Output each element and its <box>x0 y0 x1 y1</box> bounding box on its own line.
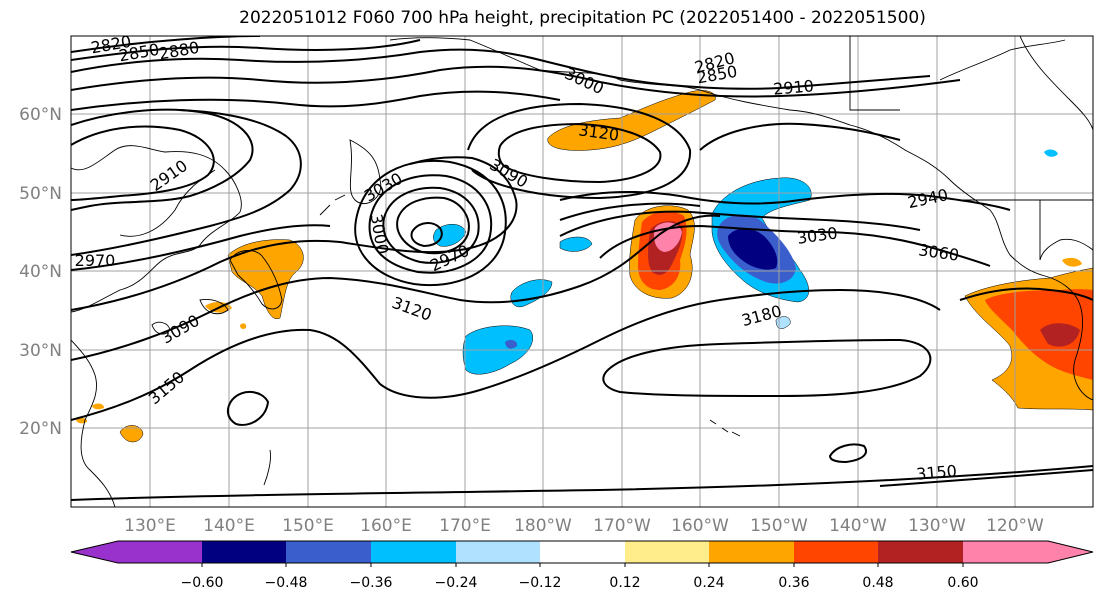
colorbar-outline <box>70 540 1094 564</box>
contour-label: 2970 <box>75 251 116 270</box>
chart-title: 2022051012 F060 700 hPa height, precipit… <box>239 8 926 28</box>
lon-label: 180°W <box>514 516 572 536</box>
lat-label: 60°N <box>19 105 62 125</box>
colorbar <box>70 540 1094 567</box>
contour-label: 2910 <box>772 76 814 98</box>
lon-label: 140°W <box>829 516 887 536</box>
colorbar-ticks: −0.60 −0.48 −0.36 −0.24 −0.12 0.12 0.24 … <box>181 575 979 591</box>
colorbar-segment <box>456 541 540 563</box>
colorbar-segment <box>71 541 202 563</box>
colorbar-segment <box>540 541 625 563</box>
colorbar-tick-label: −0.60 <box>181 575 224 591</box>
lon-label: 140°E <box>203 516 255 536</box>
colorbar-tick-label: 0.24 <box>693 575 724 591</box>
contour-label: 2820 <box>89 32 132 58</box>
contour-label: 3150 <box>915 461 957 483</box>
colorbar-segment <box>709 541 794 563</box>
colorbar-tick-label: −0.12 <box>519 575 562 591</box>
longitude-labels: 130°E 140°E 150°E 160°E 170°E 180°W 170°… <box>124 516 1044 536</box>
colorbar-tick-label: 0.48 <box>862 575 893 591</box>
colorbar-segment <box>963 541 1093 563</box>
lat-label: 50°N <box>19 184 62 204</box>
lon-label: 120°W <box>986 516 1044 536</box>
map-frame <box>70 35 1094 508</box>
colorbar-segment <box>202 541 286 563</box>
lat-label: 30°N <box>19 341 62 361</box>
graticule <box>71 36 1093 507</box>
lon-label: 170°E <box>439 516 491 536</box>
colorbar-segment <box>794 541 878 563</box>
lon-label: 130°E <box>124 516 176 536</box>
lon-label: 150°E <box>282 516 334 536</box>
colorbar-tick-label: −0.48 <box>265 575 308 591</box>
colorbar-segment <box>625 541 709 563</box>
lat-label: 20°N <box>19 419 62 439</box>
lon-label: 160°W <box>671 516 729 536</box>
colorbar-tick-label: 0.36 <box>778 575 809 591</box>
colorbar-segment <box>371 541 456 563</box>
lat-label: 40°N <box>19 262 62 282</box>
colorbar-tick-label: −0.36 <box>350 575 393 591</box>
colorbar-tick-label: 0.12 <box>609 575 640 591</box>
colorbar-segment <box>878 541 963 563</box>
lon-label: 150°W <box>750 516 808 536</box>
height-contours <box>71 36 1093 501</box>
contour-label: 2970 <box>24 145 65 164</box>
latitude-labels: 60°N 50°N 40°N 30°N 20°N <box>19 105 62 439</box>
lon-label: 160°E <box>360 516 412 536</box>
colorbar-tick-label: −0.24 <box>435 575 478 591</box>
colorbar-segment <box>286 541 371 563</box>
lon-label: 130°W <box>908 516 966 536</box>
colorbar-tick-label: 0.60 <box>947 575 978 591</box>
lon-label: 170°W <box>593 516 651 536</box>
